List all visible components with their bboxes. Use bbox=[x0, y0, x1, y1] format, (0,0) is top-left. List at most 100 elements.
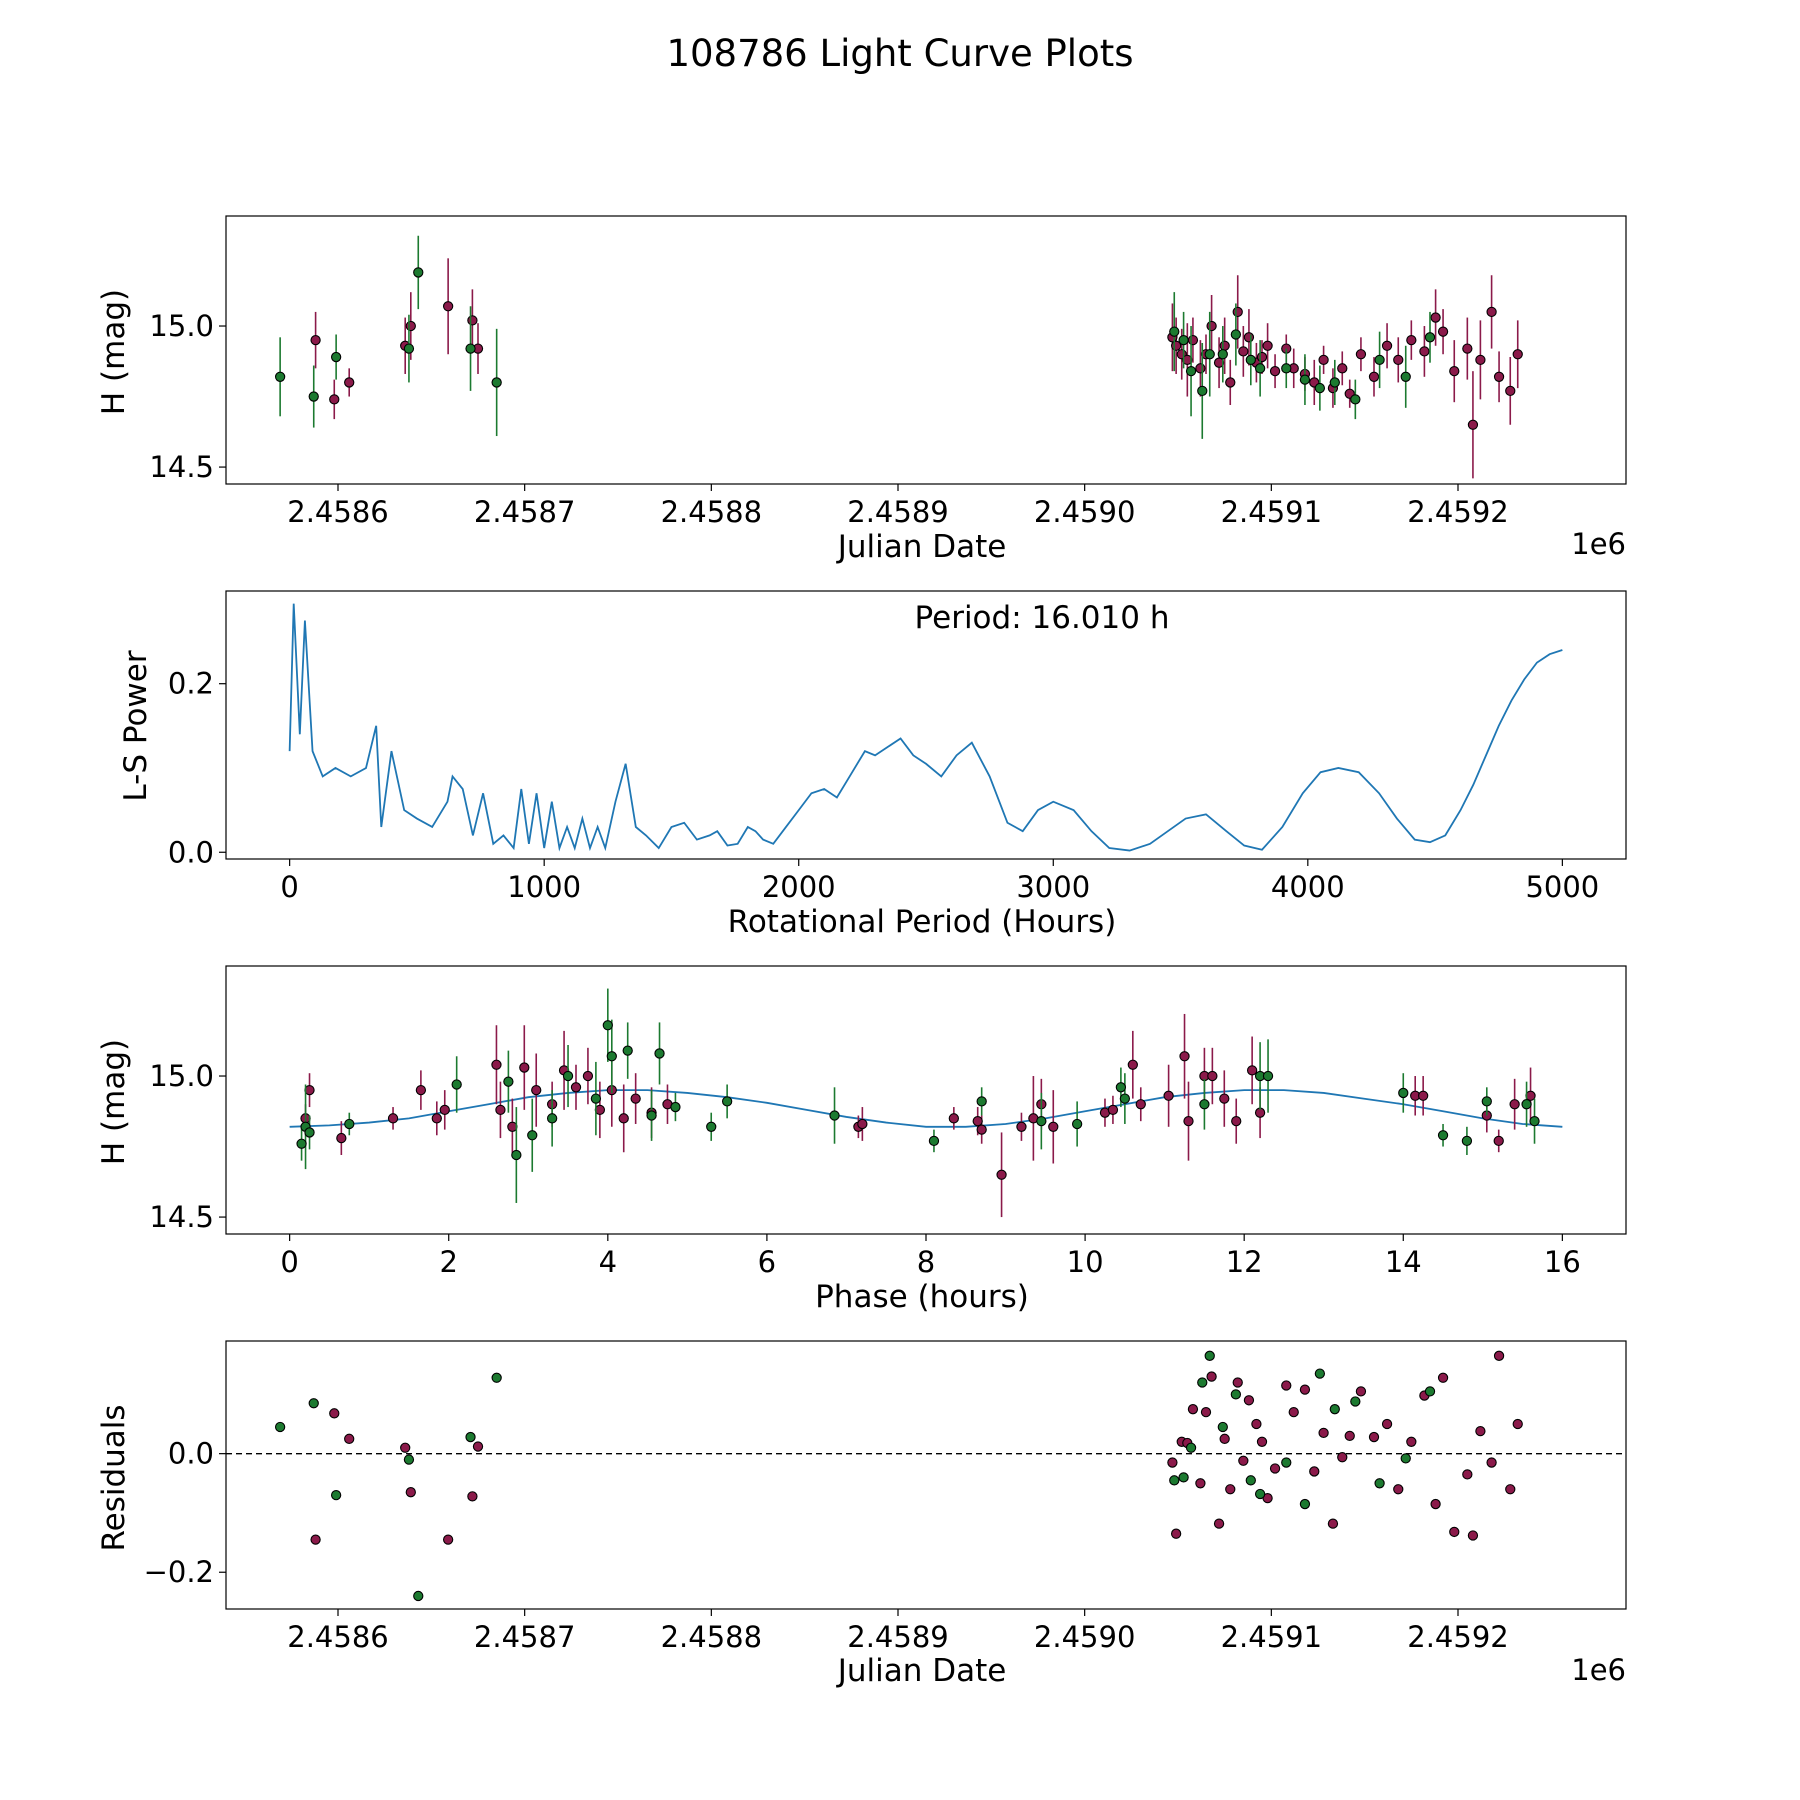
residuals-xtick-label: 2.4587 bbox=[474, 1620, 575, 1654]
residuals-data-point bbox=[413, 1590, 424, 1602]
lightcurve-data-point bbox=[1419, 346, 1430, 357]
residuals-xlabel: Julian Date bbox=[836, 1653, 1007, 1689]
phased-data-point bbox=[928, 1135, 940, 1147]
phased-data-point bbox=[670, 1101, 681, 1113]
phased-data-point bbox=[976, 1124, 987, 1135]
residuals-xtick-label: 2.4589 bbox=[847, 1620, 948, 1654]
residuals-data-point bbox=[1281, 1457, 1292, 1468]
residuals-data-point bbox=[310, 1534, 321, 1545]
phased-data-point bbox=[857, 1118, 868, 1130]
phased-data-point bbox=[602, 1020, 613, 1031]
lightcurve-ytick-label: 14.5 bbox=[149, 450, 214, 484]
residuals-data-point bbox=[1449, 1526, 1460, 1538]
lightcurve-xtick-label: 2.4588 bbox=[661, 495, 762, 529]
lightcurve-panel: Julian Date H (mag) 1e6 2.4586 2.4587 2.45… bbox=[96, 215, 1627, 565]
phased-data-point bbox=[1509, 1099, 1520, 1110]
phased-data-point bbox=[582, 1070, 594, 1082]
phased-ytick-label: 14.5 bbox=[149, 1200, 214, 1234]
lightcurve-data-point bbox=[1486, 306, 1497, 318]
residuals-data-point bbox=[1251, 1418, 1262, 1430]
phased-xtick-label: 4 bbox=[599, 1245, 617, 1279]
phased-panel: Phase (hours) H (mag) 0 2 4 6 8 10 12 14 16 14.5 1… bbox=[96, 965, 1627, 1315]
residuals-data-point bbox=[1254, 1488, 1266, 1500]
phased-data-point bbox=[1071, 1118, 1083, 1130]
period-annotation: Period: 16.010 h bbox=[915, 600, 1170, 636]
phased-data-point bbox=[646, 1110, 657, 1121]
lightcurve-data-point bbox=[1269, 366, 1281, 377]
phased-data-point bbox=[562, 1070, 574, 1082]
phased-data-point bbox=[606, 1051, 617, 1062]
lightcurve-data-point bbox=[1238, 346, 1249, 357]
residuals-data-point bbox=[442, 1534, 454, 1545]
lightcurve-data-point bbox=[1262, 340, 1273, 351]
lightcurve-data-point bbox=[403, 343, 415, 354]
phased-data-point bbox=[431, 1113, 442, 1124]
phased-data-point bbox=[415, 1084, 427, 1096]
residuals-xtick-label: 2.4590 bbox=[1034, 1620, 1135, 1654]
lightcurve-data-point bbox=[1381, 340, 1393, 351]
residuals-data-point bbox=[1350, 1396, 1361, 1407]
lightcurve-ylabel: H (mag) bbox=[96, 289, 132, 415]
phased-data-point bbox=[1135, 1099, 1146, 1110]
lightcurve-data-point bbox=[1281, 363, 1292, 374]
lightcurve-data-point bbox=[329, 394, 340, 405]
phased-data-point bbox=[622, 1045, 633, 1056]
residuals-data-point bbox=[1329, 1404, 1340, 1415]
phased-data-point bbox=[1163, 1090, 1174, 1101]
lightcurve-data-point bbox=[1314, 382, 1326, 394]
lightcurve-data-point bbox=[1195, 363, 1206, 374]
residuals-data-point bbox=[1393, 1484, 1404, 1495]
residuals-data-point bbox=[1225, 1484, 1236, 1495]
residuals-ytick-label: −0.2 bbox=[144, 1555, 214, 1589]
periodogram-power-line bbox=[288, 603, 1563, 852]
periodogram-xtick-label: 4000 bbox=[1271, 870, 1345, 904]
lightcurve-plot-area bbox=[274, 235, 1523, 479]
residuals-xtick-label: 2.4591 bbox=[1221, 1620, 1322, 1654]
residuals-data-point bbox=[1269, 1463, 1281, 1474]
lightcurve-data-point bbox=[1467, 419, 1479, 430]
lightcurve-data-point bbox=[1217, 349, 1228, 360]
residuals-data-point bbox=[1309, 1466, 1320, 1477]
residuals-data-point bbox=[1381, 1418, 1393, 1430]
residuals-data-point bbox=[472, 1441, 484, 1452]
residuals-data-point bbox=[1467, 1530, 1479, 1541]
lightcurve-xlabel: Julian Date bbox=[836, 529, 1007, 565]
lightcurve-data-point bbox=[1512, 349, 1523, 360]
lightcurve-data-point bbox=[274, 371, 286, 382]
residuals-data-point bbox=[1475, 1425, 1486, 1437]
lightcurve-data-point bbox=[308, 391, 319, 402]
lightcurve-data-point bbox=[1185, 366, 1197, 377]
residuals-data-point bbox=[1256, 1436, 1268, 1447]
residuals-data-point bbox=[1238, 1455, 1249, 1466]
phased-data-point bbox=[829, 1110, 840, 1121]
residuals-data-point bbox=[1204, 1350, 1215, 1361]
lightcurve-data-point bbox=[1400, 371, 1411, 382]
lightcurve-data-point bbox=[1368, 371, 1380, 382]
residuals-data-point bbox=[1314, 1368, 1326, 1379]
lightcurve-offset-label: 1e6 bbox=[1571, 527, 1626, 561]
phased-xtick-label: 10 bbox=[1067, 1245, 1104, 1279]
lightcurve-data-point bbox=[1204, 349, 1215, 360]
phased-xtick-label: 2 bbox=[440, 1245, 458, 1279]
lightcurve-data-point bbox=[1329, 377, 1340, 388]
phased-data-point bbox=[1398, 1087, 1409, 1099]
periodogram-panel: Rotational Period (Hours) L-S Power Peri… bbox=[118, 590, 1627, 940]
lightcurve-data-point bbox=[1219, 340, 1230, 351]
phased-data-point bbox=[495, 1104, 506, 1116]
lightcurve-data-point bbox=[413, 267, 424, 278]
lightcurve-data-point bbox=[1437, 326, 1449, 337]
lightcurve-data-point bbox=[1355, 349, 1367, 360]
phased-data-point bbox=[491, 1059, 502, 1070]
residuals-xtick-label: 2.4588 bbox=[661, 1620, 762, 1654]
phased-data-point bbox=[1219, 1093, 1230, 1104]
lightcurve-data-point bbox=[442, 301, 454, 312]
residuals-data-point bbox=[1400, 1453, 1411, 1464]
lightcurve-xtick-label: 2.4591 bbox=[1221, 495, 1322, 529]
phased-data-point bbox=[451, 1079, 462, 1090]
phased-xtick-label: 16 bbox=[1544, 1245, 1581, 1279]
residuals-data-point bbox=[1406, 1436, 1417, 1447]
lightcurve-data-point bbox=[1206, 320, 1217, 332]
phased-ytick-label: 15.0 bbox=[149, 1059, 214, 1093]
residuals-data-point bbox=[1505, 1484, 1516, 1495]
lightcurve-data-point bbox=[1230, 329, 1242, 340]
